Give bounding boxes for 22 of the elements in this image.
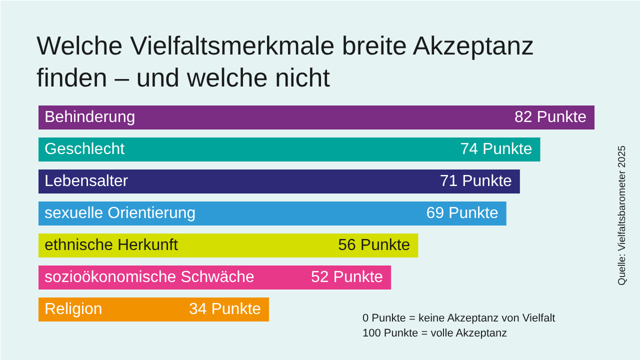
y-tick-label: ethnische Herkunft <box>44 237 178 254</box>
y-tick-label: Religion <box>44 301 102 318</box>
data-label: 34 Punkte <box>188 301 262 318</box>
bar <box>38 170 520 194</box>
bar <box>38 138 540 162</box>
y-tick-label: sozioökonomische Schwäche <box>44 269 254 286</box>
annotation: 0 Punkte = keine Akzeptanz von Vielfalt <box>362 312 556 324</box>
y-tick-label: sexuelle Orientierung <box>44 205 196 222</box>
text: 100 Punkte = volle Akzeptanz <box>362 328 508 340</box>
data-label: 82 Punkte <box>514 109 587 126</box>
y-tick-label: Lebensalter <box>44 173 129 190</box>
data-label: 74 Punkte <box>460 141 532 158</box>
data-label: 71 Punkte <box>440 173 512 190</box>
y-tick-label: Geschlecht <box>44 141 126 158</box>
data-label: 52 Punkte <box>311 269 384 286</box>
source-note: Quelle: Vielfaltsbarometer 2025 <box>617 145 628 286</box>
bar <box>38 202 506 226</box>
data-label: 56 Punkte <box>338 237 410 254</box>
y-tick-label: Behinderung <box>44 109 136 126</box>
bar <box>38 106 594 130</box>
chart-title: Welche Vielfaltsmerkmale breite Akzeptanz finden – und welche nicht <box>36 30 534 92</box>
data-label: 69 Punkte <box>426 205 498 222</box>
